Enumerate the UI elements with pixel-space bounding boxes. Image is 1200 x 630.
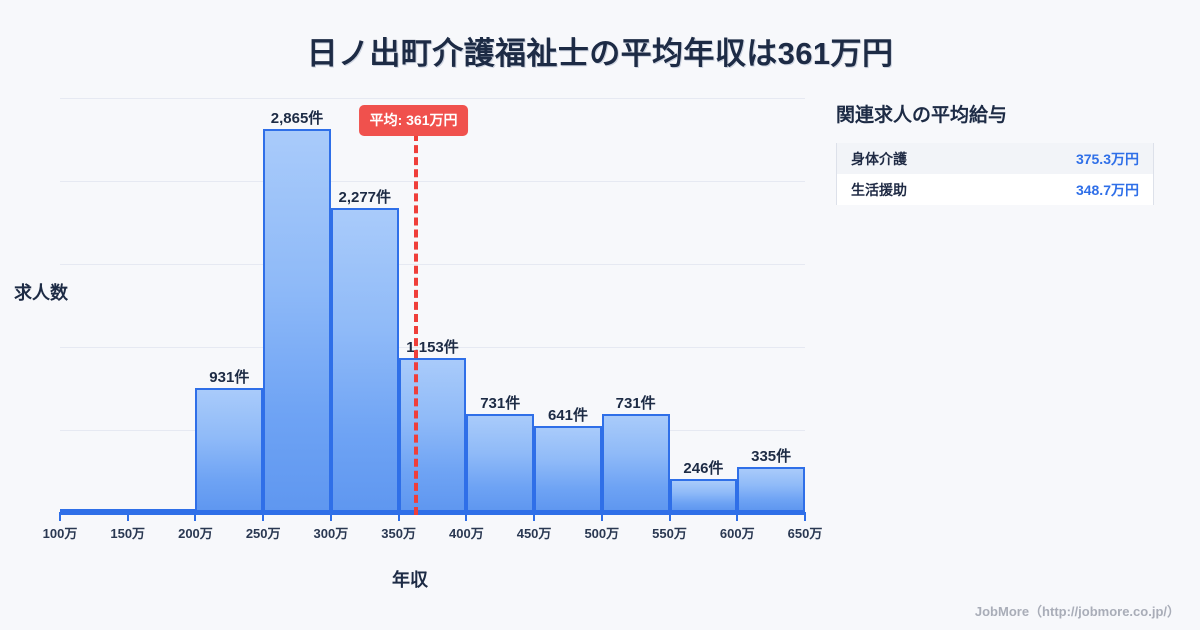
salary-table: 身体介護 375.3万円 生活援助 348.7万円 xyxy=(836,143,1154,205)
average-badge: 平均: 361万円 xyxy=(358,105,469,136)
histogram-chart: 931件 2,865件 2,277件 1,153件 731件 641件 731件 246件 33… xyxy=(14,98,822,590)
bar-value-label: 931件 xyxy=(209,369,250,386)
bar-value-label: 246件 xyxy=(683,460,724,477)
x-axis-tick xyxy=(465,512,468,521)
bar-value-label: 2,277件 xyxy=(338,189,392,206)
bar xyxy=(534,426,602,512)
bar xyxy=(195,388,264,512)
x-axis-tick xyxy=(194,512,197,521)
bar xyxy=(330,208,399,512)
x-axis-tick xyxy=(126,512,129,521)
gridline xyxy=(60,264,805,265)
x-axis-tick-label: 650万 xyxy=(787,526,823,541)
bar-value-label: 2,865件 xyxy=(270,110,324,127)
bar xyxy=(601,414,670,512)
bar-value-label: 731件 xyxy=(615,395,656,412)
x-axis-tick-label: 200万 xyxy=(178,526,213,541)
bar xyxy=(60,509,128,512)
bar xyxy=(398,358,467,512)
average-line xyxy=(413,133,418,515)
x-axis-tick-label: 450万 xyxy=(516,526,552,541)
x-axis-label: 年収 xyxy=(392,570,428,590)
x-axis-tick xyxy=(397,512,400,521)
footer-credit: JobMore（http://jobmore.co.jp/） xyxy=(974,604,1180,619)
bar xyxy=(263,129,331,512)
salary-value-cell: 348.7万円 xyxy=(995,174,1154,205)
bar xyxy=(737,467,805,512)
x-axis-tick xyxy=(736,512,739,521)
x-axis-tick-label: 350万 xyxy=(381,526,416,541)
x-axis-tick-label: 300万 xyxy=(313,526,349,541)
x-axis-tick xyxy=(59,512,61,521)
x-axis-tick-label: 550万 xyxy=(652,526,687,541)
bar-value-label: 731件 xyxy=(480,395,521,412)
bar xyxy=(127,509,196,512)
x-axis-tick-label: 400万 xyxy=(449,526,484,541)
bar xyxy=(466,414,535,512)
table-row: 生活援助 348.7万円 xyxy=(836,174,1154,205)
x-axis-tick xyxy=(329,512,332,521)
gridline xyxy=(60,347,805,348)
x-axis-tick xyxy=(533,512,536,521)
bar-value-label: 641件 xyxy=(547,407,588,424)
bar xyxy=(669,479,738,512)
table-row: 身体介護 375.3万円 xyxy=(836,143,1154,174)
x-axis-tick-label: 600万 xyxy=(719,526,755,541)
gridline xyxy=(60,98,805,99)
salary-role-cell: 生活援助 xyxy=(836,174,995,205)
bar-value-label: 335件 xyxy=(751,448,792,465)
x-axis-tick-label: 150万 xyxy=(110,526,146,541)
x-axis-tick-label: 250万 xyxy=(245,526,281,541)
page-title: 日ノ出町介護福祉士の平均年収は361万円 xyxy=(306,36,894,71)
gridline xyxy=(60,181,805,182)
x-axis-tick xyxy=(262,512,265,521)
x-axis-tick-label: 100万 xyxy=(42,526,78,541)
x-axis-line xyxy=(60,512,805,515)
related-salary-panel: 関連求人の平均給与 身体介護 375.3万円 生活援助 348.7万円 xyxy=(836,100,1166,205)
y-axis-label: 求人数 xyxy=(14,283,68,303)
x-axis-tick xyxy=(600,512,603,521)
panel-title: 関連求人の平均給与 xyxy=(836,105,1008,126)
x-axis-tick xyxy=(804,512,806,521)
salary-value-cell: 375.3万円 xyxy=(995,143,1154,174)
x-axis-tick xyxy=(668,512,671,521)
x-axis-tick-label: 500万 xyxy=(584,526,620,541)
salary-role-cell: 身体介護 xyxy=(836,143,995,174)
bar-value-label: 1,153件 xyxy=(406,339,459,356)
